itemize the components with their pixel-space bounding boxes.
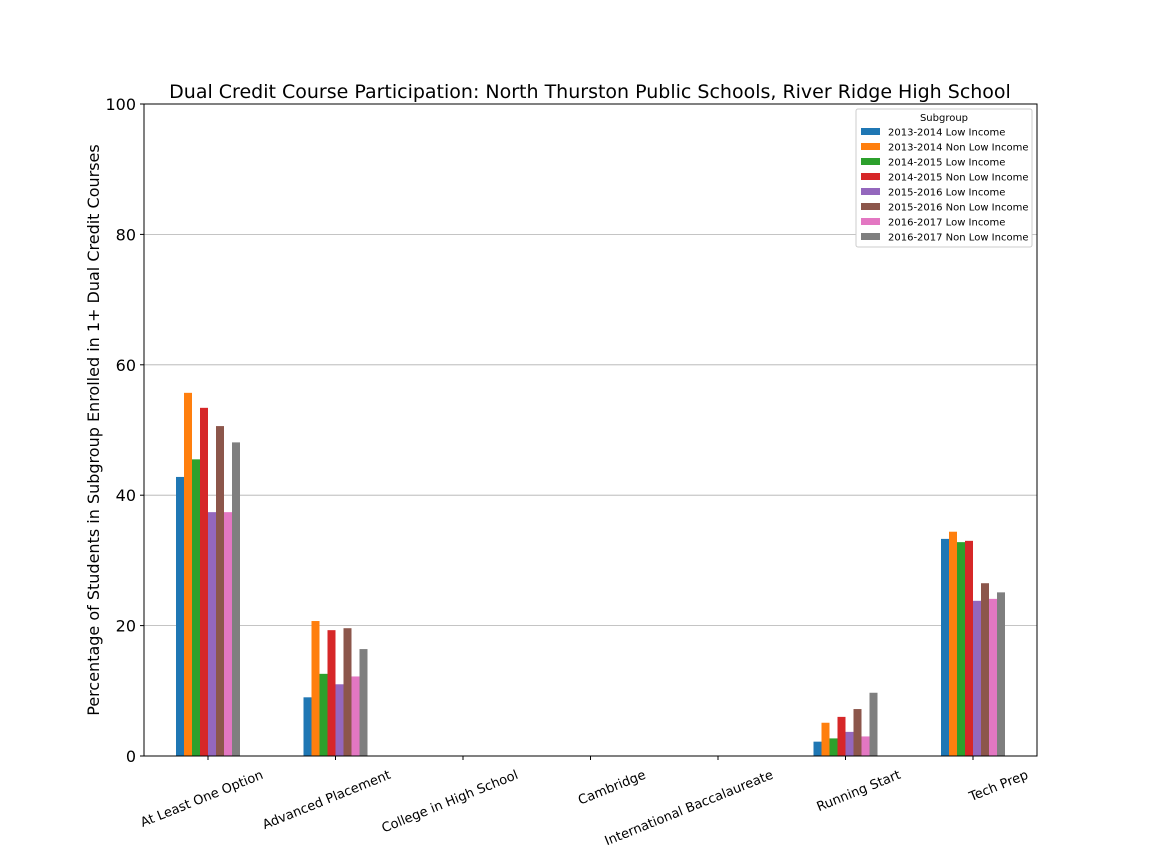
bar: [232, 442, 240, 756]
legend-label: 2015-2016 Non Low Income: [888, 203, 1028, 214]
legend-swatch: [861, 218, 880, 225]
x-tick-label: Running Start: [815, 768, 903, 815]
y-tick-label: 0: [126, 747, 136, 766]
bar: [311, 621, 320, 756]
x-tick-label: At Least One Option: [139, 768, 266, 831]
x-tick-label: Tech Prep: [966, 768, 1030, 806]
bar: [973, 600, 981, 756]
bar: [813, 741, 822, 756]
bar: [224, 512, 232, 756]
legend: Subgroup 2013-2014 Low Income 2013-2014 N…: [855, 108, 1033, 248]
bar: [208, 512, 216, 756]
gridlines: [144, 233, 1037, 626]
bar: [853, 709, 862, 756]
y-tick-label: 20: [116, 617, 136, 636]
bars: [176, 392, 1005, 756]
bar: [845, 731, 854, 756]
legend-label: 2016-2017 Low Income: [888, 218, 1005, 229]
bar: [335, 684, 344, 756]
bar: [343, 628, 352, 756]
bar: [949, 531, 957, 756]
bar: [200, 407, 208, 756]
bar: [965, 540, 973, 756]
legend-swatch: [861, 233, 880, 240]
x-tick-label: College in High School: [380, 768, 521, 837]
y-tick-label: 40: [116, 486, 136, 505]
x-tick-label: Advanced Placement: [260, 768, 393, 833]
y-axis-label: Percentage of Students in Subgroup Enrol…: [84, 144, 103, 715]
bar: [184, 392, 192, 756]
legend-swatch: [861, 158, 880, 165]
y-tick-label: 80: [116, 225, 136, 244]
legend-frame: [855, 108, 1033, 248]
legend-swatch: [861, 188, 880, 195]
chart-title: Dual Credit Course Participation: North …: [169, 81, 1011, 103]
bar: [327, 630, 336, 756]
bar: [319, 673, 328, 756]
bar: [869, 692, 878, 756]
x-tick-label: Cambridge: [576, 768, 648, 809]
bar: [359, 649, 368, 756]
legend-title: Subgroup: [920, 113, 968, 124]
bar: [837, 716, 846, 756]
y-tick-label: 100: [105, 95, 136, 114]
bar: [821, 722, 830, 756]
bar: [303, 697, 312, 756]
bar: [351, 676, 360, 756]
legend-swatch: [861, 128, 880, 135]
legend-label: 2014-2015 Non Low Income: [888, 173, 1028, 184]
bar: [989, 598, 997, 756]
bar: [176, 476, 184, 756]
bar: [941, 538, 949, 756]
legend-label: 2013-2014 Low Income: [888, 128, 1005, 139]
legend-label: 2015-2016 Low Income: [888, 188, 1005, 199]
legend-label: 2013-2014 Non Low Income: [888, 143, 1028, 154]
y-tick-label: 60: [116, 356, 136, 375]
bar: [981, 583, 989, 756]
legend-label: 2014-2015 Low Income: [888, 158, 1005, 169]
legend-swatch: [861, 203, 880, 210]
legend-swatch: [861, 173, 880, 180]
bar: [957, 542, 965, 756]
legend-swatch: [861, 143, 880, 150]
legend-label: 2016-2017 Non Low Income: [888, 233, 1028, 244]
bar: [216, 426, 224, 756]
y-ticks: 0 20 40 60 80 100: [105, 95, 144, 766]
bar: [192, 459, 200, 756]
bar: [997, 592, 1005, 756]
bar: [829, 738, 838, 756]
bar: [861, 736, 870, 756]
